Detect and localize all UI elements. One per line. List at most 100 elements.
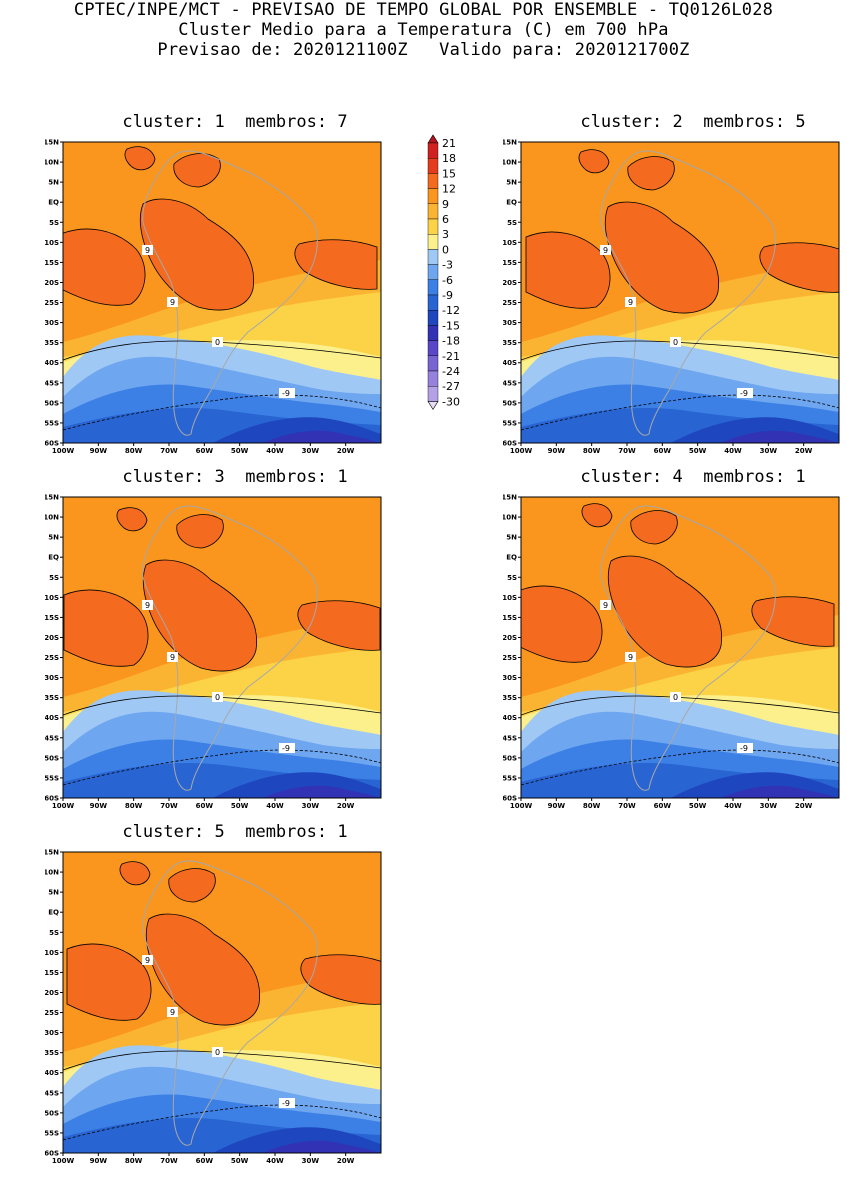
warm-region-9c bbox=[119, 861, 151, 886]
legend-level-label: -24 bbox=[442, 365, 460, 378]
minus-nine-contour bbox=[63, 1104, 381, 1141]
lat-label: 5N bbox=[506, 534, 517, 542]
legend-bottom-arrow bbox=[427, 401, 439, 410]
contour-label-box bbox=[625, 297, 636, 307]
lat-label: 55S bbox=[45, 1129, 59, 1137]
warm-region-9c bbox=[294, 239, 378, 290]
legend-color-box bbox=[427, 158, 439, 174]
contour-label-box bbox=[670, 337, 681, 347]
contour-label-box bbox=[167, 652, 178, 662]
lon-label: 90W bbox=[90, 802, 108, 810]
lat-label: 45S bbox=[45, 379, 59, 387]
warm-region-9c bbox=[173, 153, 221, 188]
legend-color-box bbox=[427, 385, 439, 402]
legend-color-box bbox=[427, 294, 439, 311]
temperature-band bbox=[263, 1140, 381, 1153]
lat-label: 35S bbox=[503, 694, 517, 702]
lon-label: 90W bbox=[548, 447, 566, 455]
contour-label-box bbox=[279, 743, 295, 753]
warm-region-9c bbox=[142, 559, 258, 672]
lat-label: 30S bbox=[45, 319, 59, 327]
header-line-2: Cluster Medio para a Temperatura (C) em … bbox=[178, 20, 669, 40]
warm-region-9c bbox=[627, 156, 675, 191]
lon-label: 40W bbox=[266, 1157, 284, 1165]
lat-label: 5S bbox=[507, 574, 517, 582]
contour-label: -9 bbox=[740, 744, 748, 753]
lat-label: 35S bbox=[45, 694, 59, 702]
contour-label-box bbox=[625, 652, 636, 662]
legend-level-label: 15 bbox=[442, 167, 456, 180]
lat-label: 5S bbox=[507, 219, 517, 227]
lon-label: 70W bbox=[160, 1157, 178, 1165]
lat-label: 20S bbox=[45, 989, 59, 997]
contour-label-box bbox=[212, 337, 223, 347]
cluster-panel-3: cluster: 3 membros: 1 9 9 0 -9 15N 10N 5N EQ 5S 1… bbox=[45, 467, 425, 810]
lon-label: 60W bbox=[196, 802, 214, 810]
lon-label: 50W bbox=[689, 447, 707, 455]
legend-color-box bbox=[427, 340, 439, 357]
warm-region-9c bbox=[578, 149, 610, 174]
lon-label: 20W bbox=[337, 1157, 355, 1165]
plot-frame bbox=[62, 141, 382, 444]
legend-color-box bbox=[427, 355, 439, 372]
lat-label: 30S bbox=[45, 674, 59, 682]
legend-color-box bbox=[427, 279, 439, 296]
lat-label: 45S bbox=[45, 1089, 59, 1097]
lat-label: 25S bbox=[503, 654, 517, 662]
coastline bbox=[142, 505, 318, 791]
contour-label: 9 bbox=[145, 246, 150, 255]
plot-frame bbox=[520, 141, 840, 444]
warm-region-9c bbox=[300, 954, 381, 1005]
legend-color-box bbox=[427, 203, 439, 220]
lat-label: 45S bbox=[503, 379, 517, 387]
contour-label: 9 bbox=[170, 298, 175, 307]
contour-label-box bbox=[279, 1098, 295, 1108]
legend-level-label: 6 bbox=[442, 213, 449, 226]
plot-frame bbox=[520, 496, 840, 799]
coastline bbox=[142, 150, 318, 436]
lat-label: 10S bbox=[503, 239, 517, 247]
warm-region-9c bbox=[521, 585, 603, 663]
warm-region-9c bbox=[297, 600, 381, 651]
lat-label: 25S bbox=[503, 299, 517, 307]
cluster-panel-5: cluster: 5 membros: 1 9 9 0 -9 15N 10N 5N EQ 5S 1… bbox=[45, 822, 425, 1165]
contour-label-box bbox=[737, 743, 753, 753]
lat-label: 40S bbox=[503, 359, 517, 367]
contour-label: -9 bbox=[282, 389, 290, 398]
lat-label: 45S bbox=[45, 734, 59, 742]
lon-label: 30W bbox=[302, 802, 320, 810]
temperature-map: 9 9 0 -9 15N 10N 5N EQ 5S 10S 15S 20S 25S 30S 35S 40S 45… bbox=[503, 494, 840, 810]
lat-label: 10N bbox=[45, 514, 59, 522]
minus-nine-contour bbox=[521, 394, 839, 431]
lon-label: 20W bbox=[795, 447, 813, 455]
legend-color-box bbox=[427, 233, 439, 250]
warm-region-9c bbox=[630, 510, 678, 545]
lat-label: 15S bbox=[45, 614, 59, 622]
legend-level-label: -9 bbox=[442, 289, 453, 302]
figure-header: CPTEC/INPE/MCT - PREVISAO DE TEMPO GLOBA… bbox=[0, 0, 847, 60]
warm-region-9c bbox=[759, 242, 839, 293]
plot-frame bbox=[62, 496, 382, 799]
lon-label: 70W bbox=[618, 802, 636, 810]
lon-label: 60W bbox=[654, 447, 672, 455]
temperature-band bbox=[721, 430, 839, 443]
lon-label: 50W bbox=[231, 1157, 249, 1165]
lon-label: 60W bbox=[654, 802, 672, 810]
legend-level-label: -6 bbox=[442, 274, 453, 287]
lon-label: 100W bbox=[510, 447, 533, 455]
lon-label: 90W bbox=[90, 447, 108, 455]
contour-label: 0 bbox=[215, 693, 220, 702]
contour-label: 9 bbox=[603, 246, 608, 255]
contour-label: 0 bbox=[673, 338, 678, 347]
contour-label: 9 bbox=[628, 653, 633, 662]
legend-level-label: 9 bbox=[442, 198, 449, 211]
contour-label-box bbox=[600, 245, 611, 255]
contour-label: 9 bbox=[145, 956, 150, 965]
lat-label: EQ bbox=[48, 909, 59, 917]
minus-nine-contour bbox=[63, 394, 381, 431]
lon-label: 80W bbox=[125, 1157, 143, 1165]
warm-region-9c bbox=[176, 514, 224, 549]
legend-top-arrow bbox=[427, 134, 439, 144]
lat-label: 5S bbox=[49, 219, 59, 227]
lat-label: 10N bbox=[503, 514, 517, 522]
